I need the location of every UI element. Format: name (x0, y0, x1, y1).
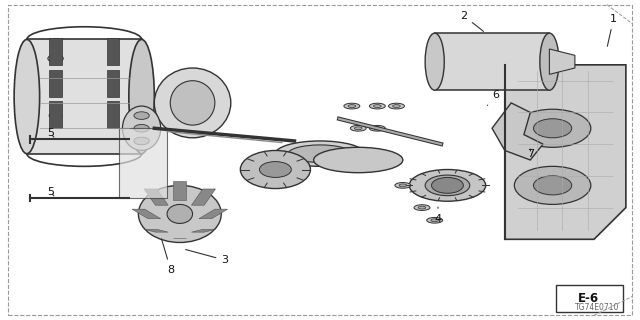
Ellipse shape (138, 185, 221, 243)
Circle shape (134, 137, 149, 145)
Text: 5: 5 (47, 128, 54, 138)
Ellipse shape (374, 127, 381, 130)
Ellipse shape (355, 127, 362, 130)
Ellipse shape (167, 204, 193, 223)
Circle shape (515, 109, 591, 147)
Circle shape (534, 119, 572, 138)
Ellipse shape (374, 105, 381, 108)
Ellipse shape (288, 145, 352, 162)
Polygon shape (173, 180, 186, 200)
Ellipse shape (14, 39, 40, 154)
Text: TG74E0710: TG74E0710 (575, 303, 620, 312)
Polygon shape (199, 209, 228, 219)
Ellipse shape (241, 150, 310, 188)
Ellipse shape (425, 33, 444, 90)
Polygon shape (492, 103, 543, 160)
Ellipse shape (122, 106, 161, 150)
Polygon shape (27, 39, 141, 154)
Ellipse shape (369, 125, 385, 131)
Circle shape (259, 162, 291, 178)
Polygon shape (49, 38, 62, 65)
Ellipse shape (431, 219, 438, 222)
Text: 2: 2 (460, 11, 483, 31)
Text: 6: 6 (488, 90, 499, 106)
Ellipse shape (129, 39, 154, 154)
Polygon shape (191, 189, 216, 205)
Ellipse shape (348, 105, 356, 108)
Ellipse shape (388, 103, 404, 109)
Circle shape (134, 124, 149, 132)
Ellipse shape (350, 125, 366, 131)
Circle shape (534, 176, 572, 195)
Circle shape (134, 112, 149, 119)
Ellipse shape (393, 105, 400, 108)
Ellipse shape (427, 217, 443, 223)
Ellipse shape (414, 205, 430, 211)
Circle shape (515, 166, 591, 204)
Polygon shape (49, 69, 62, 97)
Ellipse shape (275, 141, 365, 166)
Polygon shape (144, 189, 168, 205)
Text: 1: 1 (607, 14, 617, 46)
Ellipse shape (344, 103, 360, 109)
Polygon shape (49, 101, 62, 128)
Ellipse shape (425, 175, 470, 196)
Polygon shape (106, 69, 119, 97)
Ellipse shape (369, 103, 385, 109)
Polygon shape (119, 128, 167, 198)
Polygon shape (191, 229, 216, 232)
Ellipse shape (154, 68, 231, 138)
Polygon shape (435, 33, 549, 90)
Polygon shape (132, 209, 161, 219)
Polygon shape (106, 101, 119, 128)
Ellipse shape (170, 81, 215, 125)
FancyBboxPatch shape (556, 285, 623, 312)
Polygon shape (144, 229, 168, 232)
Ellipse shape (395, 182, 411, 188)
Ellipse shape (409, 170, 486, 201)
Text: 4: 4 (435, 207, 442, 224)
Text: 7: 7 (527, 149, 534, 159)
Polygon shape (549, 49, 575, 74)
Text: 5: 5 (47, 187, 54, 197)
Ellipse shape (399, 184, 406, 187)
Polygon shape (106, 38, 119, 65)
Circle shape (431, 178, 463, 193)
Ellipse shape (540, 33, 559, 90)
Ellipse shape (314, 147, 403, 173)
Ellipse shape (418, 206, 426, 209)
Polygon shape (505, 65, 626, 239)
Text: E-6: E-6 (579, 292, 600, 306)
Text: 8: 8 (161, 239, 174, 275)
Text: 3: 3 (186, 250, 228, 265)
